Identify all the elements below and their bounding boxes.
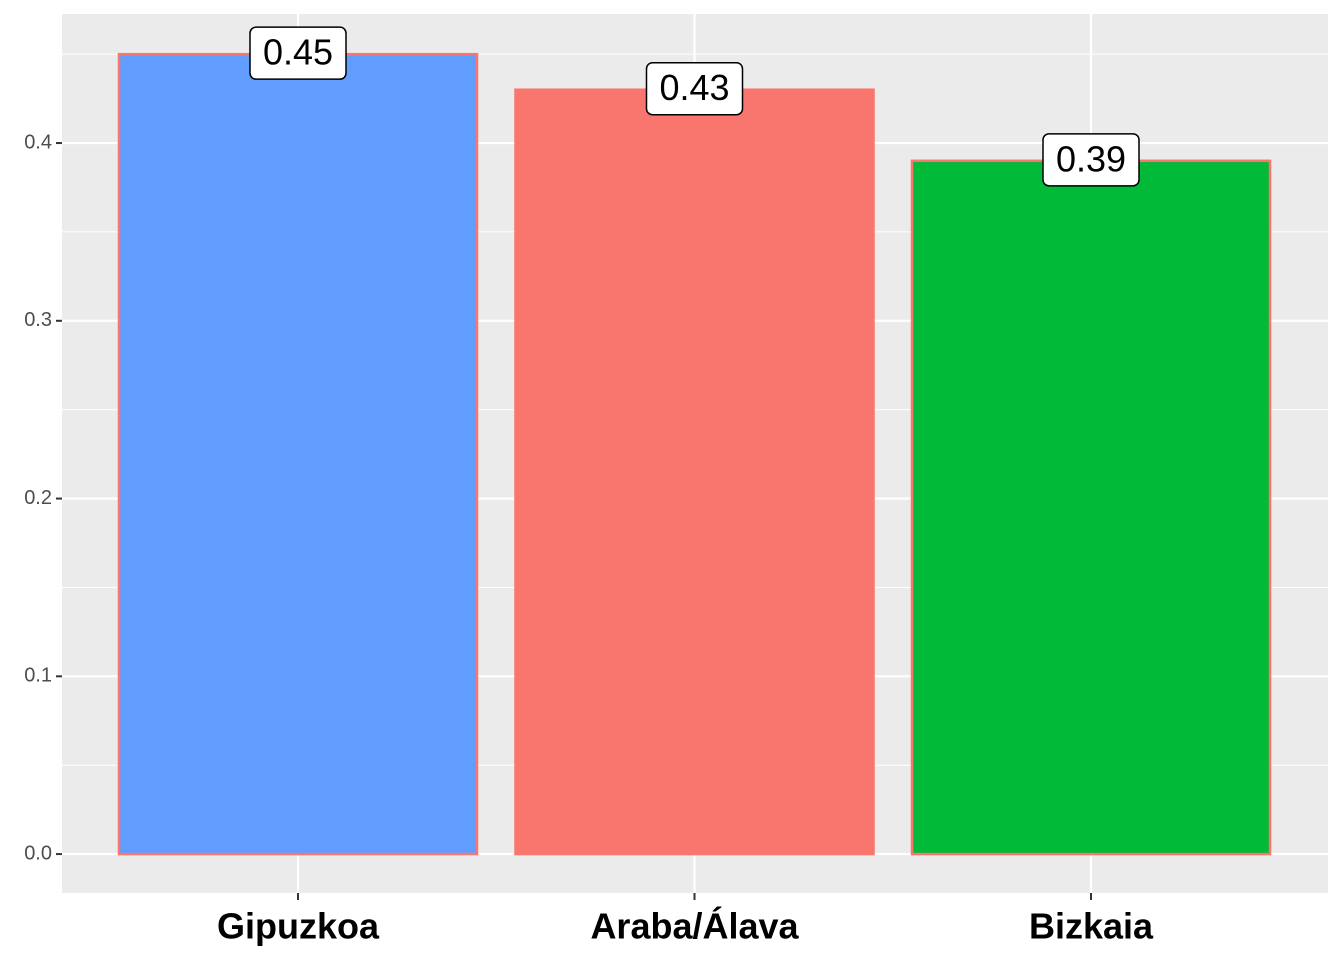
y-tick-label: 0.4 <box>24 131 52 153</box>
y-tick-label: 0.2 <box>24 487 52 509</box>
value-label-box <box>249 26 347 80</box>
value-label: 0.45 <box>263 32 333 73</box>
bar <box>117 52 479 856</box>
y-tick-label: 0.1 <box>24 665 52 687</box>
value-label: 0.39 <box>1056 138 1126 179</box>
y-tick-label: 0.3 <box>24 309 52 331</box>
bar <box>910 159 1272 856</box>
y-tick-label: 0.0 <box>24 842 52 864</box>
value-label: 0.43 <box>659 67 729 108</box>
x-tick-label: Gipuzkoa <box>217 906 380 947</box>
bar <box>514 88 875 856</box>
x-tick-label: Araba/Álava <box>590 906 799 947</box>
x-tick-label: Bizkaia <box>1029 906 1154 947</box>
value-label-box <box>1042 133 1140 187</box>
value-label-box <box>645 61 744 116</box>
